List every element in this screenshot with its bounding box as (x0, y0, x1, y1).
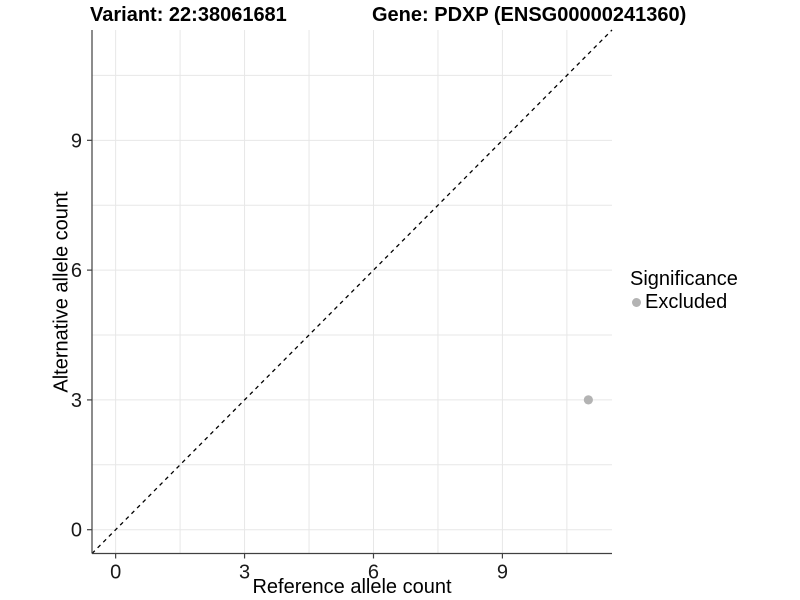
excluded-point-key-icon (632, 297, 641, 307)
y-tick-label: 0 (71, 520, 82, 542)
data-point (583, 395, 593, 405)
identity-dashed-line (91, 29, 613, 554)
x-tick-label: 3 (239, 562, 250, 584)
y-axis-title: Alternative allele count (50, 191, 73, 393)
legend-item-excluded: Excluded (630, 291, 738, 313)
x-tick-label: 6 (368, 562, 379, 584)
x-axis-title: Reference allele count (252, 576, 452, 598)
y-tick-label: 3 (71, 390, 82, 412)
gene-title: Gene: PDXP (ENSG00000241360) (372, 4, 687, 26)
x-tick-label: 0 (110, 562, 121, 584)
y-tick-label: 6 (71, 260, 82, 282)
legend-item-label: Excluded (645, 291, 728, 313)
legend-title: Significance (630, 268, 738, 290)
legend: Significance Excluded (630, 268, 738, 313)
variant-title: Variant: 22:38061681 (90, 4, 287, 26)
y-tick-label: 9 (71, 130, 82, 152)
x-tick-label: 9 (497, 562, 508, 584)
